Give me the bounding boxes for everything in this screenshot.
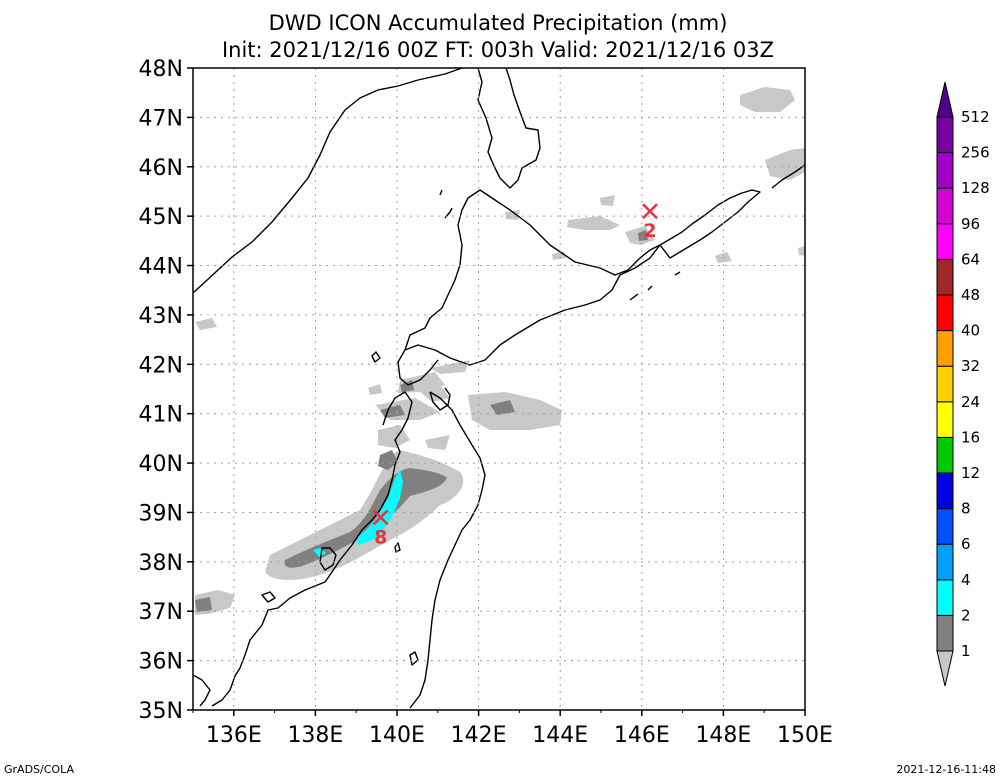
colorbar-level-label: 64 bbox=[961, 250, 980, 268]
colorbar-under-triangle bbox=[936, 650, 954, 687]
colorbar-level-label: 4 bbox=[961, 571, 971, 589]
colorbar-level-label: 40 bbox=[961, 322, 980, 340]
lon-tick-label: 142E bbox=[451, 723, 507, 748]
map-title: DWD ICON Accumulated Precipitation (mm) bbox=[269, 11, 728, 35]
colorbar-swatch bbox=[936, 508, 954, 545]
lat-tick-label: 45N bbox=[139, 205, 183, 230]
lon-tick-label: 138E bbox=[287, 723, 343, 748]
colorbar-swatch bbox=[936, 365, 954, 403]
marker-cross bbox=[372, 509, 389, 526]
marker-label: 2 bbox=[643, 220, 656, 242]
lon-tick-label: 136E bbox=[206, 723, 262, 748]
lat-tick-label: 36N bbox=[139, 650, 183, 675]
map-frame bbox=[192, 67, 806, 711]
colorbar-level-label: 24 bbox=[961, 393, 980, 411]
colorbar-level-label: 48 bbox=[961, 286, 980, 304]
colorbar-level-label: 2 bbox=[961, 606, 971, 624]
latitude-axis: 35N 36N 37N 38N 39N 40N 41N 42N 43N 44N 45N 46N 47N 4… bbox=[139, 57, 193, 724]
lat-tick-label: 47N bbox=[139, 106, 183, 131]
colorbar-swatch bbox=[936, 472, 954, 510]
colorbar-swatch bbox=[936, 294, 954, 332]
lat-tick-label: 41N bbox=[139, 403, 183, 428]
marker-label: 8 bbox=[374, 526, 387, 548]
colorbar-swatch bbox=[936, 436, 954, 474]
footer-timestamp: 2021-12-16-11:48 bbox=[896, 763, 996, 776]
lat-tick-label: 38N bbox=[139, 551, 183, 576]
lat-tick-label: 40N bbox=[139, 452, 183, 477]
marker-cross bbox=[642, 203, 658, 220]
lat-tick-label: 43N bbox=[139, 304, 183, 329]
lon-tick-label: 146E bbox=[614, 723, 670, 748]
point-markers: 28 bbox=[372, 203, 658, 548]
colorbar-level-label: 128 bbox=[961, 179, 990, 197]
lat-tick-label: 48N bbox=[139, 57, 183, 82]
lon-tick-label: 148E bbox=[695, 723, 751, 748]
colorbar-swatch bbox=[936, 543, 954, 581]
colorbar-level-label: 96 bbox=[961, 215, 980, 233]
colorbar-swatch bbox=[936, 579, 954, 616]
colorbar-swatch bbox=[936, 401, 954, 438]
lat-tick-label: 42N bbox=[139, 353, 183, 378]
longitude-axis: 136E 138E 140E 142E 144E 146E 148E 150E bbox=[192, 710, 833, 748]
colorbar-over-triangle bbox=[936, 81, 954, 118]
colorbar-level-label: 16 bbox=[961, 428, 980, 446]
colorbar-level-label: 256 bbox=[961, 144, 990, 162]
lat-tick-label: 46N bbox=[139, 156, 183, 181]
colorbar-swatch bbox=[936, 116, 954, 154]
lat-tick-label: 35N bbox=[139, 699, 183, 724]
lon-tick-label: 144E bbox=[532, 723, 588, 748]
colorbar-swatch bbox=[936, 330, 954, 367]
colorbar-level-label: 6 bbox=[961, 535, 971, 553]
colorbar-level-label: 8 bbox=[961, 500, 971, 518]
colorbar-level-label: 12 bbox=[961, 464, 980, 482]
point-marker: 8 bbox=[372, 509, 389, 548]
colorbar-swatch bbox=[936, 187, 954, 225]
lat-tick-label: 44N bbox=[139, 255, 183, 280]
precipitation-shading bbox=[195, 87, 805, 615]
colorbar-swatch bbox=[936, 223, 954, 260]
colorbar-swatch bbox=[936, 258, 954, 296]
footer-credit: GrADS/COLA bbox=[4, 763, 74, 776]
coastline bbox=[192, 67, 806, 709]
colorbar-level-label: 1 bbox=[961, 642, 971, 660]
colorbar-swatch bbox=[936, 152, 954, 189]
lon-tick-label: 140E bbox=[369, 723, 425, 748]
point-marker: 2 bbox=[642, 203, 658, 242]
colorbar-level-label: 512 bbox=[961, 108, 990, 126]
map-subtitle: Init: 2021/12/16 00Z FT: 003h Valid: 202… bbox=[222, 38, 774, 62]
graticule bbox=[193, 68, 805, 710]
lat-tick-label: 39N bbox=[139, 501, 183, 526]
colorbar-level-label: 32 bbox=[961, 357, 980, 375]
lon-tick-label: 150E bbox=[777, 723, 833, 748]
lat-tick-label: 37N bbox=[139, 600, 183, 625]
colorbar-swatch bbox=[936, 614, 954, 652]
